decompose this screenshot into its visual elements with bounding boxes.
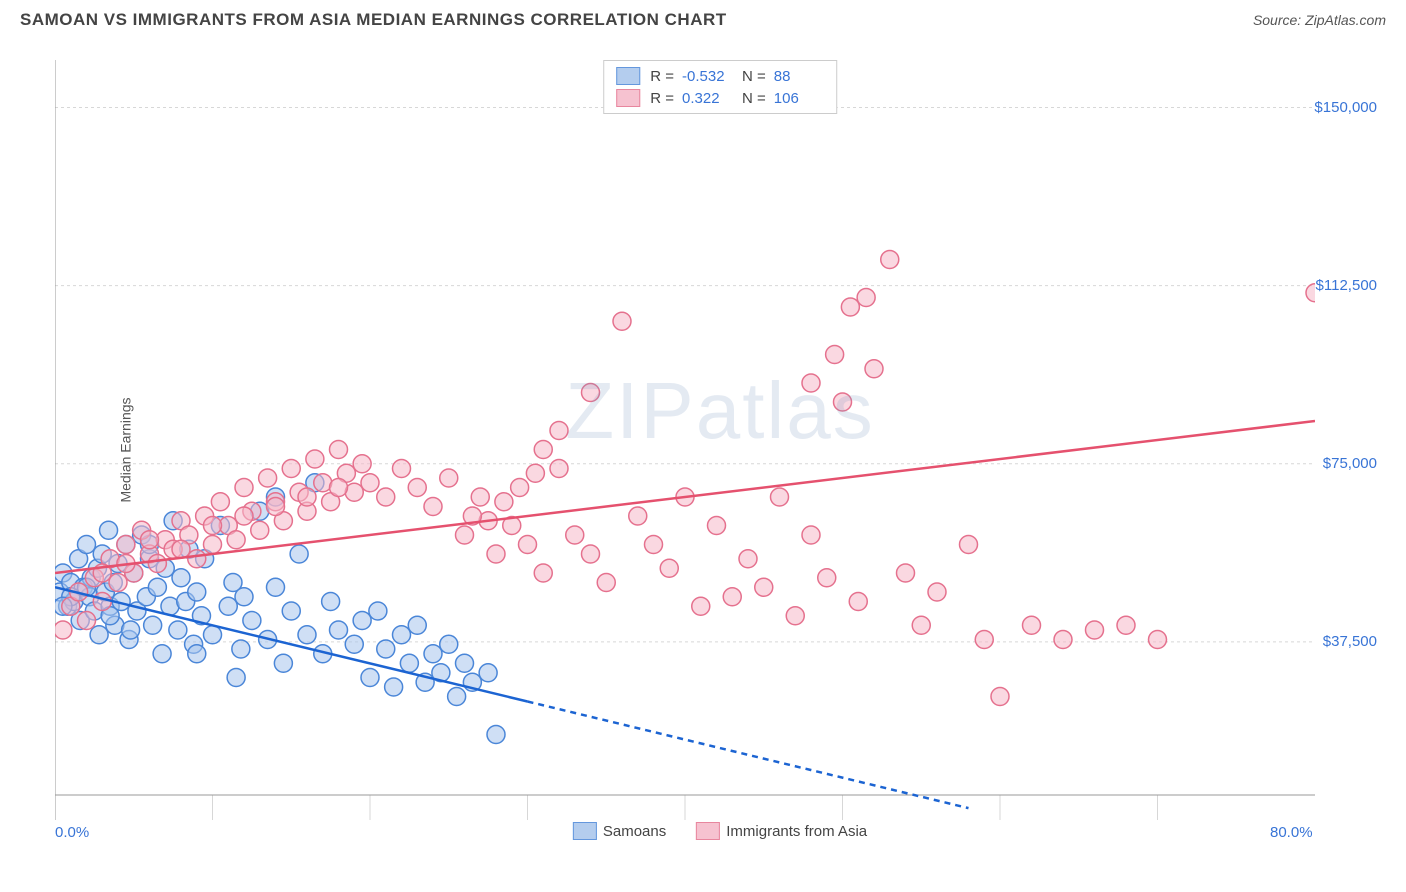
legend-label: Immigrants from Asia <box>726 823 867 840</box>
x-tick-label: 80.0% <box>1270 824 1313 841</box>
x-tick-label: 0.0% <box>55 824 89 841</box>
n-label: N = <box>742 90 766 107</box>
y-tick-label: $112,500 <box>1316 277 1377 294</box>
scatter-plot <box>55 60 1315 820</box>
r-label: R = <box>650 90 674 107</box>
source-label: Source: ZipAtlas.com <box>1253 12 1386 28</box>
legend-swatch-icon <box>696 822 720 840</box>
r-value: 0.322 <box>682 90 732 107</box>
y-tick-label: $75,000 <box>1323 455 1377 472</box>
n-value: 88 <box>774 68 824 85</box>
legend-item: Immigrants from Asia <box>696 822 867 840</box>
legend-swatch-icon <box>573 822 597 840</box>
y-tick-label: $37,500 <box>1323 633 1377 650</box>
n-value: 106 <box>774 90 824 107</box>
legend-label: Samoans <box>603 823 666 840</box>
legend-row: R = -0.532 N = 88 <box>616 65 824 87</box>
y-tick-label: $150,000 <box>1314 99 1377 116</box>
legend-swatch-icon <box>616 67 640 85</box>
n-label: N = <box>742 68 766 85</box>
chart-title: SAMOAN VS IMMIGRANTS FROM ASIA MEDIAN EA… <box>20 10 727 30</box>
r-label: R = <box>650 68 674 85</box>
r-value: -0.532 <box>682 68 732 85</box>
legend-row: R = 0.322 N = 106 <box>616 87 824 109</box>
series-legend: Samoans Immigrants from Asia <box>573 822 867 840</box>
legend-item: Samoans <box>573 822 666 840</box>
correlation-legend: R = -0.532 N = 88 R = 0.322 N = 106 <box>603 60 837 114</box>
legend-swatch-icon <box>616 89 640 107</box>
chart-area: Median Earnings ZIPatlas R =-0.532N =88R… <box>55 60 1385 840</box>
